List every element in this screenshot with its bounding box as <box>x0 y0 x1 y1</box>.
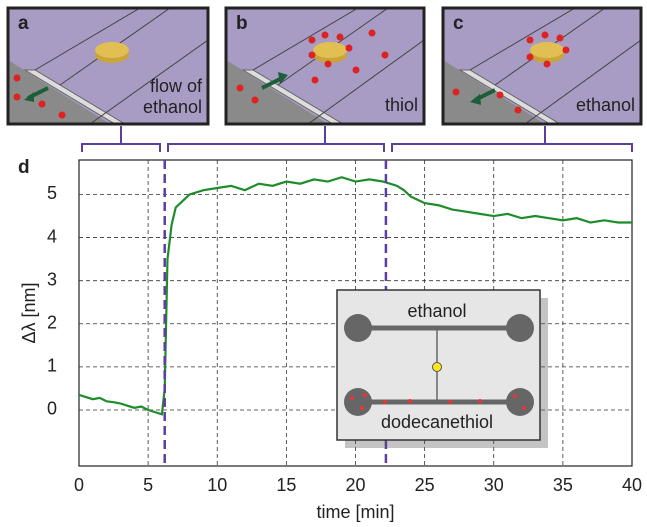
panel-caption: thiol <box>385 95 418 115</box>
panel-caption: ethanol <box>576 95 635 115</box>
y-tick-label: 1 <box>47 356 57 376</box>
y-tick-label: 3 <box>47 269 57 289</box>
x-tick-label: 0 <box>74 475 84 495</box>
y-tick-label: 0 <box>47 399 57 419</box>
x-tick-label: 5 <box>143 475 153 495</box>
inset: ethanol dodecanethiol <box>336 289 548 448</box>
panel-a <box>8 8 208 124</box>
panel-label: b <box>236 13 248 34</box>
x-tick-label: 20 <box>345 475 365 495</box>
x-tick-label: 15 <box>276 475 296 495</box>
panel-caption: ethanol <box>143 97 202 117</box>
brackets <box>81 126 633 152</box>
panel-frame <box>224 6 426 126</box>
panel-label: d <box>18 157 30 178</box>
x-tick-label: 25 <box>415 475 435 495</box>
x-axis-label: time [min] <box>316 502 394 522</box>
x-tick-label: 10 <box>207 475 227 495</box>
panel-caption: flow of <box>150 76 203 96</box>
y-tick-label: 5 <box>47 183 57 203</box>
y-tick-label: 4 <box>47 226 57 246</box>
x-tick-label: 40 <box>622 475 642 495</box>
inset-label: dodecanethiol <box>381 412 493 432</box>
panel-frame <box>6 6 210 126</box>
x-tick-label: 35 <box>553 475 573 495</box>
data-line <box>78 176 632 416</box>
panel-label: a <box>18 13 29 34</box>
panel-c <box>443 8 641 124</box>
panel-label: c <box>453 13 464 34</box>
y-axis-label: Δλ [nm] <box>19 282 39 343</box>
plot: 0 1 2 3 4 5 0 5 10 15 20 25 30 35 40 time [min] Δλ [nm] <box>19 159 642 522</box>
inset-label: ethanol <box>407 301 466 321</box>
y-tick-label: 2 <box>47 313 57 333</box>
panel-frame <box>441 6 643 126</box>
x-tick-label: 30 <box>484 475 504 495</box>
panel-b <box>226 8 424 124</box>
